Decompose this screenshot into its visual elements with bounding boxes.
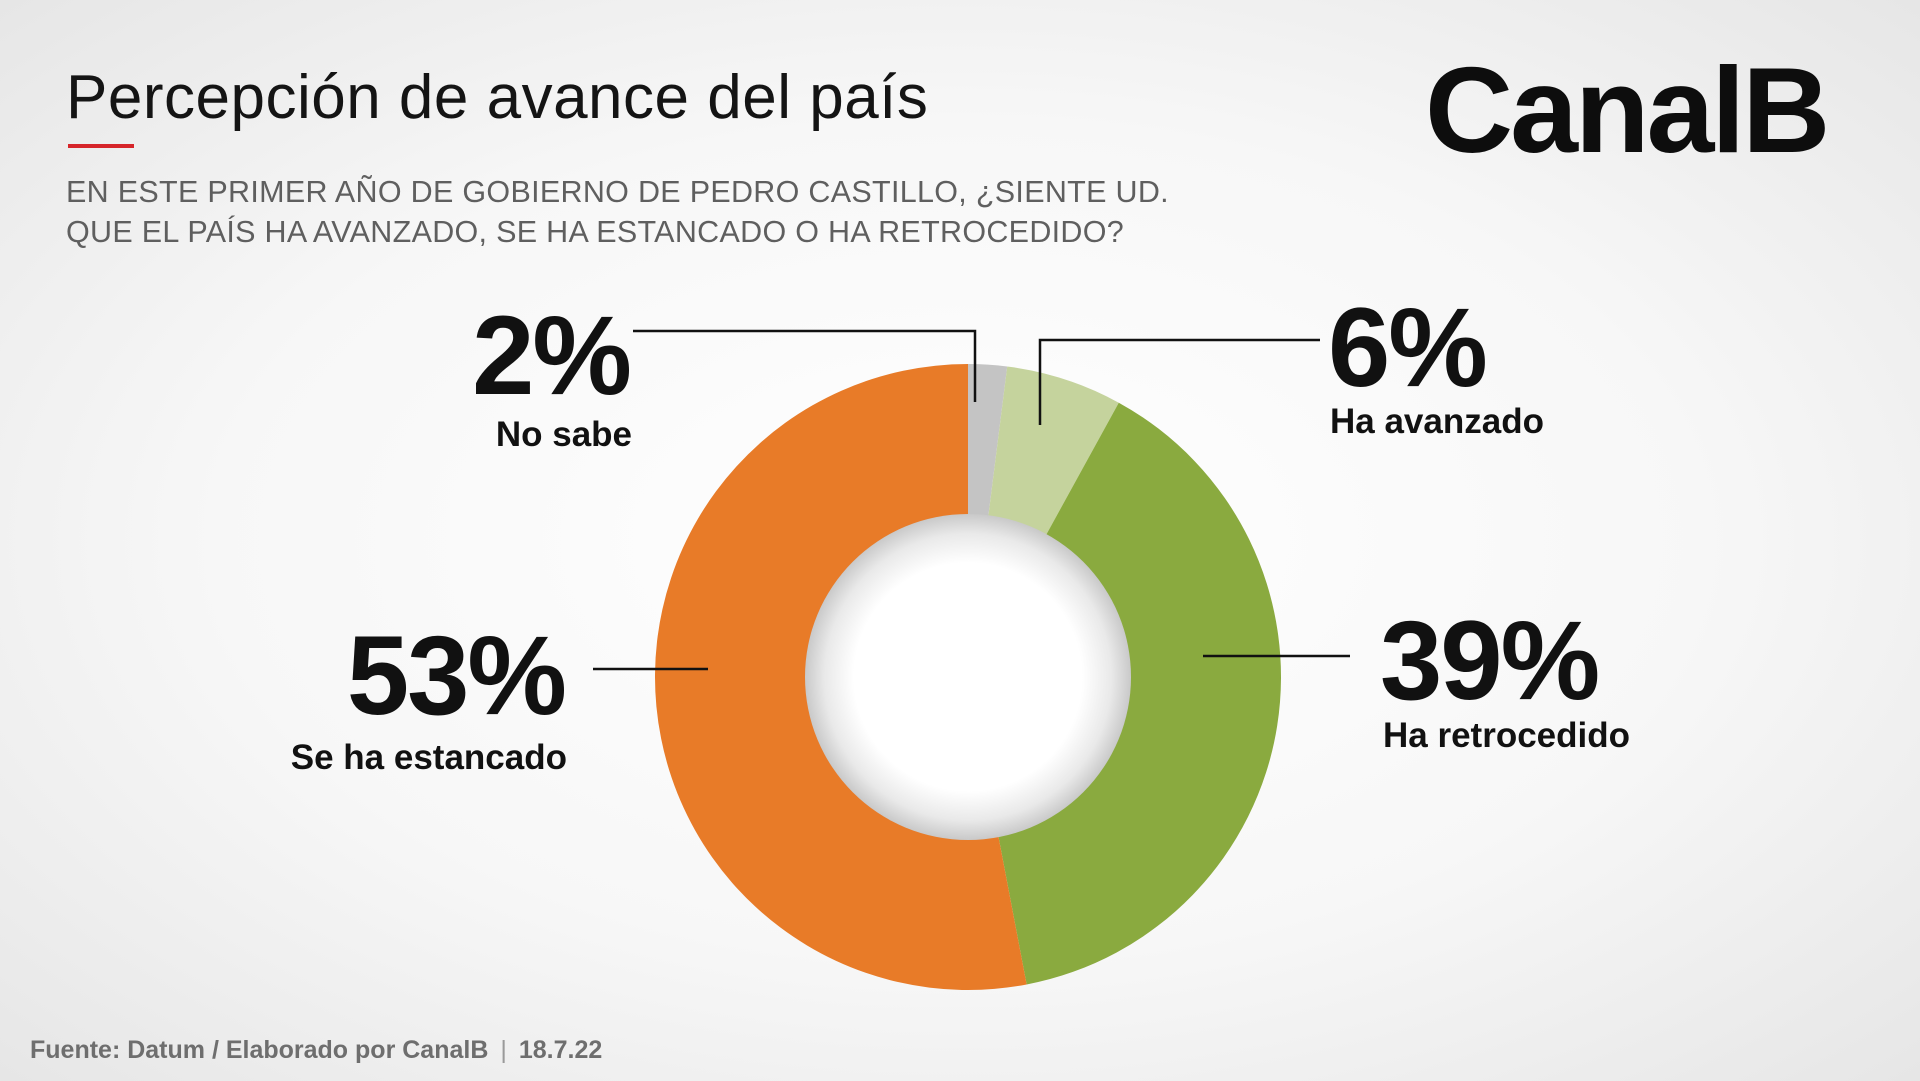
subtitle-line-2: QUE EL PAÍS HA AVANZADO, SE HA ESTANCADO… xyxy=(66,215,1125,249)
slice-label-no-sabe: No sabe xyxy=(495,415,632,454)
slice-value-no-sabe: 2% xyxy=(472,293,632,418)
footer-date: 18.7.22 xyxy=(518,1036,603,1064)
slice-value-se-ha-estancado: 53% xyxy=(346,613,567,738)
slice-label-ha-avanzado: Ha avanzado xyxy=(1330,402,1544,441)
slice-label-se-ha-estancado: Se ha estancado xyxy=(290,738,567,777)
donut-hole xyxy=(805,514,1131,840)
source-footer: Fuente: Datum / Elaborado por CanalB | 18.… xyxy=(30,1036,602,1065)
chart-title: Percepción de avance del país xyxy=(66,63,929,132)
source-text: Fuente: Datum / Elaborado por CanalB xyxy=(30,1036,489,1064)
title-accent-bar xyxy=(68,144,134,148)
subtitle-line-1: EN ESTE PRIMER AÑO DE GOBIERNO DE PEDRO … xyxy=(66,175,1169,209)
leader-ha-avanzado xyxy=(1038,338,1320,425)
slice-value-ha-retrocedido: 39% xyxy=(1380,598,1600,723)
chart-subtitle: EN ESTE PRIMER AÑO DE GOBIERNO DE PEDRO … xyxy=(66,172,1169,252)
footer-separator: | xyxy=(500,1036,507,1064)
brand-logo: CanalB xyxy=(1425,42,1830,178)
leader-no-sabe xyxy=(633,329,977,402)
slice-label-ha-retrocedido: Ha retrocedido xyxy=(1383,716,1630,755)
slice-value-ha-avanzado: 6% xyxy=(1328,285,1488,410)
